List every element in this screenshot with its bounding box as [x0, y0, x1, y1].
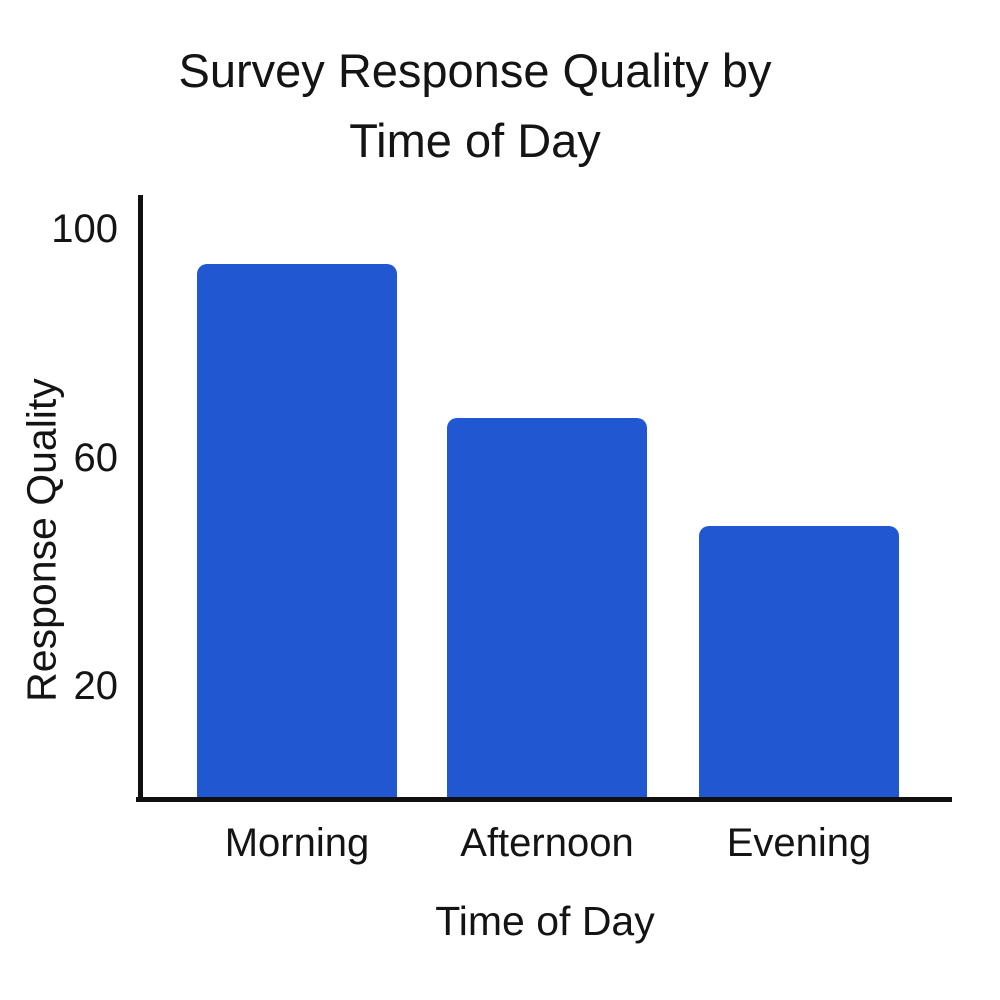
bar-afternoon [447, 417, 647, 800]
chart-title-line-1: Survey Response Quality by [178, 44, 772, 97]
plot-area [138, 195, 952, 800]
y-tick-label-20: 20 [73, 663, 119, 708]
x-tick-label-evening: Evening [726, 821, 872, 865]
x-axis-labels: Morning Afternoon Evening [138, 818, 952, 868]
y-tick-label-100: 100 [51, 207, 118, 252]
chart-title-line-2: Time of Day [349, 114, 601, 167]
y-axis-ticks: 20 60 100 [0, 195, 118, 800]
x-axis-line [136, 797, 952, 802]
y-tick-label-60: 60 [73, 435, 119, 480]
chart-title: Survey Response Quality by Time of Day [0, 36, 950, 176]
x-axis-title: Time of Day [435, 898, 655, 944]
y-axis-line [138, 195, 143, 802]
x-tick-label-morning: Morning [224, 821, 370, 865]
x-tick-label-afternoon: Afternoon [460, 821, 634, 865]
bar-evening [699, 526, 899, 800]
bar-morning [197, 263, 397, 800]
